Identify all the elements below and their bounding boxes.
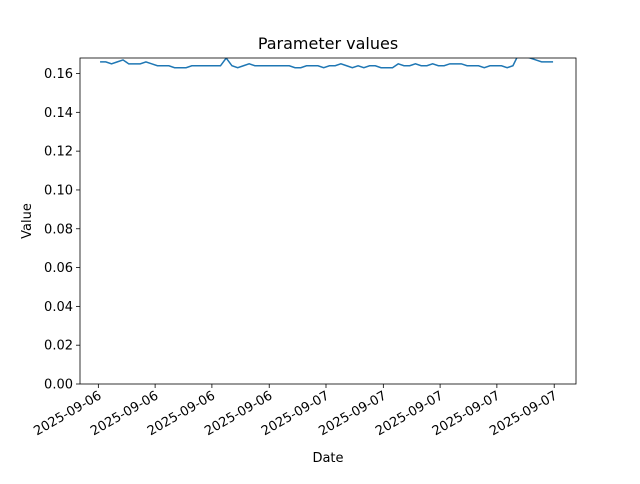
y-tick-label: 0.14 xyxy=(44,106,73,121)
y-tick-label: 0.00 xyxy=(44,378,73,393)
x-axis-label: Date xyxy=(312,451,343,466)
chart-title: Parameter values xyxy=(258,34,398,53)
y-tick-label: 0.16 xyxy=(44,67,73,82)
data-line xyxy=(100,58,554,69)
plot-frame xyxy=(79,57,577,385)
y-tick-label: 0.02 xyxy=(44,339,73,354)
y-tick-label: 0.10 xyxy=(44,183,73,198)
y-tick-label: 0.06 xyxy=(44,261,73,276)
y-tick-label: 0.04 xyxy=(44,300,73,315)
y-tick-label: 0.12 xyxy=(44,145,73,160)
y-axis-label: Value xyxy=(20,203,35,239)
y-tick-label: 0.08 xyxy=(44,222,73,237)
